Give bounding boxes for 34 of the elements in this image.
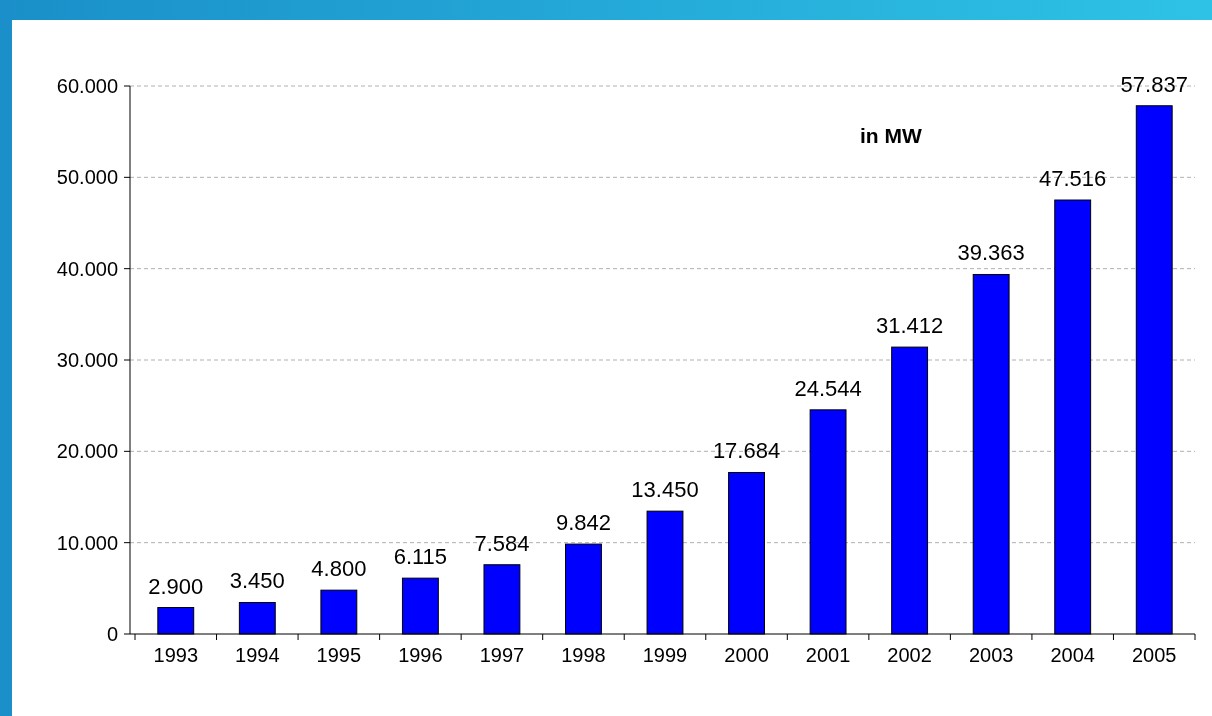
x-tick-label: 2002 (887, 644, 932, 666)
data-label: 13.450 (631, 477, 699, 503)
y-tick-label: 0 (106, 623, 118, 645)
x-tick-label: 2000 (724, 644, 769, 666)
x-tick-label: 2001 (805, 644, 851, 666)
data-label: 4.800 (311, 556, 367, 582)
data-label: 7.584 (474, 530, 530, 556)
x-tick-label: 2004 (1050, 644, 1095, 666)
x-tick-label: 1999 (642, 644, 688, 666)
data-label: 31.412 (875, 313, 944, 339)
data-label: 17.684 (712, 438, 781, 464)
data-label: 39.363 (957, 240, 1025, 266)
data-label: 2.900 (148, 573, 204, 599)
x-tick-label: 1995 (316, 644, 362, 666)
y-tick-label: 50.000 (56, 166, 118, 189)
x-tick-label: 1993 (153, 644, 199, 666)
annotation: in MW (860, 124, 922, 147)
x-tick-label: 2003 (968, 644, 1014, 666)
data-label: 3.450 (229, 568, 285, 594)
y-tick-label: 10.000 (56, 531, 118, 554)
data-label: 6.115 (393, 544, 448, 570)
x-tick-label: 2005 (1131, 644, 1177, 666)
x-tick-label: 1996 (398, 644, 443, 666)
data-label: 9.842 (555, 510, 611, 536)
x-tick-label: 1997 (479, 644, 525, 666)
y-tick-label: 60.000 (56, 75, 118, 97)
data-label: 24.544 (794, 375, 862, 401)
x-tick-label: 1994 (235, 644, 280, 666)
y-tick-label: 40.000 (56, 257, 118, 280)
y-tick-label: 30.000 (56, 349, 118, 371)
x-tick-label: 1998 (561, 644, 606, 666)
y-tick-label: 20.000 (56, 440, 118, 463)
data-label: 57.837 (1120, 71, 1188, 97)
data-label: 47.516 (1039, 166, 1107, 192)
